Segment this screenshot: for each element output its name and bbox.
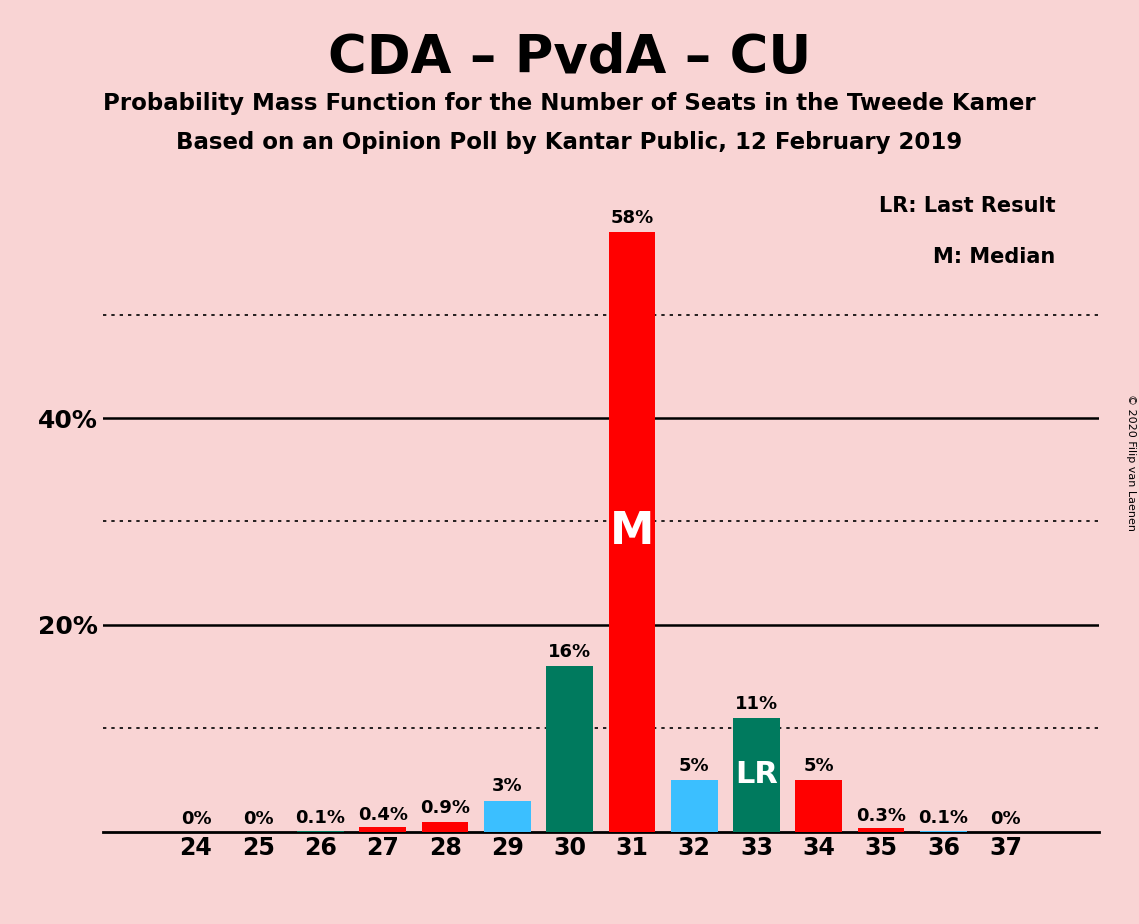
Bar	[360, 828, 407, 832]
Text: 0.4%: 0.4%	[358, 807, 408, 824]
Text: © 2020 Filip van Laenen: © 2020 Filip van Laenen	[1126, 394, 1136, 530]
Text: 0%: 0%	[181, 810, 211, 829]
Text: LR: Last Result: LR: Last Result	[879, 196, 1056, 215]
Text: 0%: 0%	[243, 810, 273, 829]
Text: 16%: 16%	[548, 643, 591, 661]
Text: 0%: 0%	[991, 810, 1021, 829]
Text: Probability Mass Function for the Number of Seats in the Tweede Kamer: Probability Mass Function for the Number…	[104, 92, 1035, 116]
Text: 0.1%: 0.1%	[918, 809, 968, 828]
Text: 5%: 5%	[803, 757, 834, 774]
Text: 58%: 58%	[611, 209, 654, 226]
Text: 0.3%: 0.3%	[857, 808, 907, 825]
Bar	[547, 666, 593, 832]
Text: M: Median: M: Median	[933, 248, 1056, 267]
Text: 5%: 5%	[679, 757, 710, 774]
Bar	[795, 780, 842, 832]
Text: CDA – PvdA – CU: CDA – PvdA – CU	[328, 32, 811, 84]
Bar	[920, 831, 967, 832]
Text: M: M	[609, 510, 654, 553]
Bar	[484, 800, 531, 832]
Text: Based on an Opinion Poll by Kantar Public, 12 February 2019: Based on an Opinion Poll by Kantar Publi…	[177, 131, 962, 154]
Bar	[858, 829, 904, 832]
Bar	[297, 831, 344, 832]
Text: 11%: 11%	[735, 695, 778, 712]
Bar	[421, 822, 468, 832]
Bar	[671, 780, 718, 832]
Text: 0.1%: 0.1%	[295, 809, 345, 828]
Bar	[608, 232, 655, 832]
Text: LR: LR	[735, 760, 778, 789]
Text: 0.9%: 0.9%	[420, 799, 470, 817]
Text: 3%: 3%	[492, 777, 523, 796]
Bar	[734, 718, 780, 832]
